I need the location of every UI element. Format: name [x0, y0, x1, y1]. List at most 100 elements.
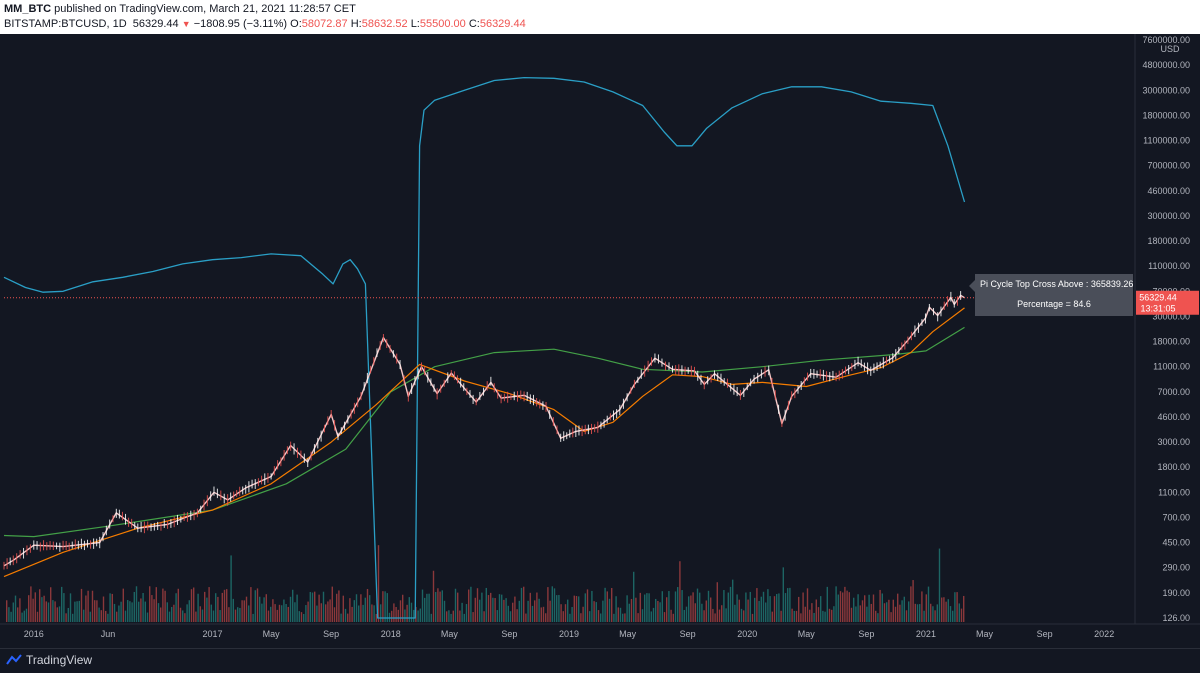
countdown-value: 13:31:05	[1140, 304, 1175, 314]
volume-bar	[905, 610, 908, 622]
volume-bar	[767, 589, 769, 622]
volume-bar	[342, 595, 344, 622]
volume-bar	[292, 589, 294, 622]
volume-bar	[765, 602, 767, 622]
symbol-label[interactable]: BITSTAMP:BTCUSD, 1D	[4, 18, 127, 30]
volume-bar	[333, 607, 336, 622]
x-tick-label: May	[798, 629, 816, 639]
volume-bar	[683, 609, 685, 622]
volume-bar	[446, 611, 448, 622]
volume-bar	[674, 591, 677, 622]
volume-bar	[430, 613, 432, 622]
volume-bar	[69, 593, 72, 622]
volume-bar	[74, 601, 76, 622]
volume-bar	[107, 613, 109, 622]
volume-bar	[168, 611, 171, 622]
volume-bar	[650, 611, 652, 622]
volume-bar	[94, 600, 96, 622]
volume-bar	[545, 613, 547, 622]
volume-bar	[173, 604, 175, 622]
volume-bar	[736, 594, 738, 622]
last-value: 56329.44	[132, 18, 179, 30]
volume-bar	[122, 588, 124, 622]
y-tick-label: 3000.00	[1157, 437, 1190, 447]
volume-bar	[802, 592, 804, 622]
y-tick-label: 7000.00	[1157, 387, 1190, 397]
volume-bar	[617, 607, 619, 622]
volume-bar	[318, 594, 320, 622]
volume-bar	[287, 606, 289, 622]
volume-bar	[672, 613, 674, 622]
volume-bar	[270, 606, 272, 622]
x-tick-label: 2019	[559, 629, 579, 639]
volume-bar	[738, 599, 740, 622]
volume-bar	[787, 588, 789, 622]
volume-bar	[175, 593, 177, 622]
volume-bar	[749, 591, 751, 622]
volume-bar	[635, 597, 637, 622]
volume-bar	[239, 607, 241, 622]
pi-cycle-tooltip	[975, 274, 1133, 316]
volume-bar	[461, 602, 463, 622]
pi-cycle-line	[3, 76, 966, 619]
volume-bar	[278, 604, 281, 622]
tradingview-brand[interactable]: TradingView	[26, 653, 93, 667]
volume-bar	[881, 593, 883, 622]
volume-bar	[241, 600, 243, 622]
volume-bar	[527, 600, 529, 622]
volume-bar	[459, 610, 461, 622]
volume-bar	[146, 612, 149, 622]
volume-bar	[582, 606, 584, 622]
volume-bar	[6, 600, 8, 622]
volume-bar	[171, 606, 173, 622]
volume-bar	[481, 592, 483, 622]
volume-bar	[124, 610, 127, 622]
volume-bar	[212, 610, 215, 622]
volume-bar	[230, 555, 232, 622]
volume-bar	[703, 610, 705, 622]
volume-bar	[54, 601, 56, 622]
volume-bar	[886, 602, 888, 622]
volume-bar	[536, 592, 538, 622]
volume-bar	[811, 603, 813, 622]
volume-bar	[465, 604, 468, 622]
volume-bar	[65, 613, 67, 622]
volume-bar	[795, 610, 798, 622]
volume-bar	[784, 593, 787, 622]
author-name[interactable]: MM_BTC	[4, 3, 52, 15]
volume-bar	[186, 604, 188, 622]
down-arrow-icon: ▼	[181, 19, 191, 29]
volume-bar	[622, 613, 624, 622]
y-tick-label: 460000.00	[1147, 186, 1190, 196]
volume-bar	[525, 613, 527, 622]
volume-bar	[355, 594, 358, 622]
volume-bar	[28, 595, 30, 622]
volume-bar	[571, 607, 573, 622]
volume-bar	[435, 591, 437, 622]
y-tick-label: 126.00	[1162, 613, 1190, 623]
volume-bar	[949, 606, 952, 622]
volume-bar	[646, 593, 648, 622]
volume-bar	[826, 586, 828, 622]
volume-bar	[327, 601, 329, 622]
volume-bar	[358, 605, 360, 622]
volume-bar	[690, 595, 692, 622]
volume-bar	[956, 592, 958, 622]
volume-bar	[448, 610, 450, 622]
volume-bar	[699, 592, 701, 622]
volume-bar	[309, 591, 311, 622]
price-chart[interactable]: 7600000.00 4800000.00 3000000.00 1800000.00…	[0, 34, 1200, 648]
volume-bar	[516, 609, 518, 622]
volume-bar	[153, 599, 155, 622]
open-label: O:	[290, 18, 302, 30]
volume-bar	[320, 603, 322, 622]
long-ma-line	[3, 326, 965, 538]
volume-bar	[718, 609, 721, 622]
volume-bar	[593, 601, 595, 622]
volume-bar	[371, 604, 373, 622]
volume-bar	[190, 589, 193, 622]
volume-bar	[164, 590, 166, 622]
volume-bar	[518, 600, 520, 622]
volume-bar	[155, 587, 157, 622]
last-price-tag[interactable]	[1136, 290, 1199, 315]
